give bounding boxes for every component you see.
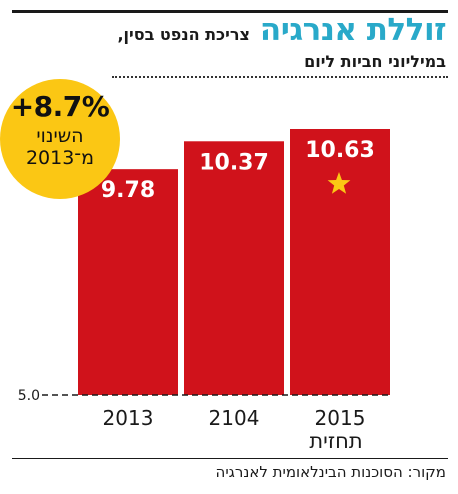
x-tick-label: 2104 [209,406,260,430]
chart-title-detail: צריכת הנפט בסין, [117,25,250,44]
chart-subtitle: במיליוני חביות ליום [304,52,446,71]
source-note: מקור: הסוכנות הבינלאומית לאנרגיה [215,463,446,481]
change-label: השינוי [36,125,84,147]
bottom-rule [12,458,448,459]
chart-title: זוללת אנרגיה [259,12,447,48]
bar-value-label: 10.63 [305,138,375,163]
x-tick-label: 2013 [103,406,154,430]
change-value: +8.7% [10,90,110,123]
bar-value-label: 9.78 [101,178,155,203]
change-label-year: מ־2013 [25,147,95,169]
bar-2104 [184,141,284,395]
bar-value-label: 10.37 [199,150,269,175]
y-axis-label: 5.0 [18,388,40,404]
bar-2013 [78,169,178,395]
bar-2015 [290,129,390,395]
forecast-label: תחזית [309,429,363,453]
dotted-divider [112,76,448,78]
change-badge: +8.7% השינוי מ־2013 [0,79,120,199]
title-row: זוללת אנרגיה צריכת הנפט בסין, [117,12,446,48]
x-tick-label: 2015 [315,406,366,430]
top-rule [12,10,448,13]
star-icon [327,172,351,194]
